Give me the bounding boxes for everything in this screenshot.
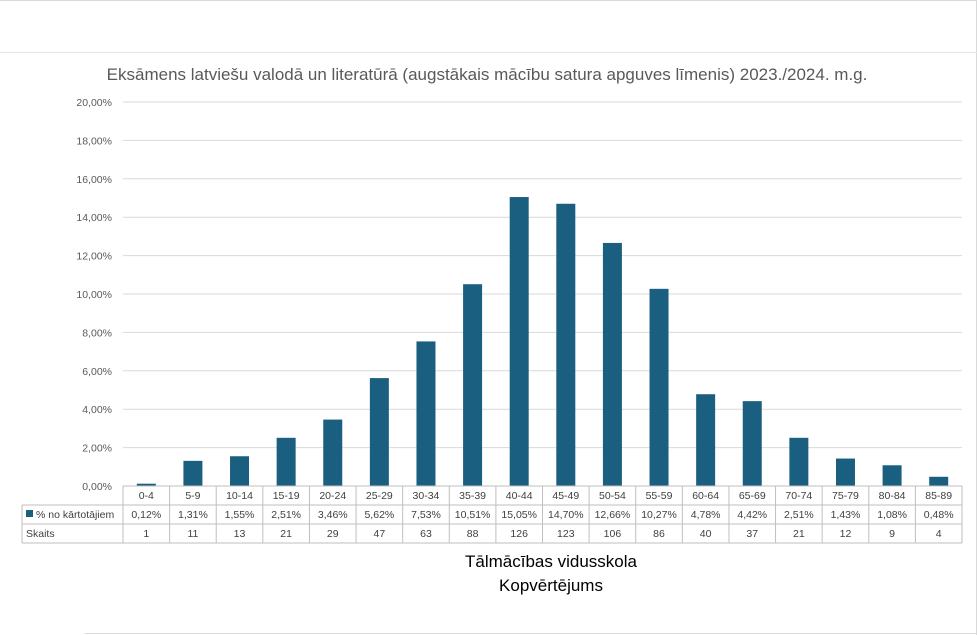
y-axis: 0,00% 2,00% 4,00% 6,00% 8,00% 10,00% 12,00% 14,… <box>76 97 112 493</box>
data-label-percent: 1,08% <box>877 509 907 521</box>
data-label-count: 9 <box>889 528 895 540</box>
x-tick-label: 10-14 <box>226 490 253 502</box>
bar-75-79 <box>835 458 855 486</box>
data-label-count: 63 <box>420 528 432 540</box>
x-tick-label: 65-69 <box>739 490 766 502</box>
x-tick-label: 40-44 <box>506 490 533 502</box>
chart-area-border <box>0 52 977 53</box>
data-label-percent: 10,27% <box>641 509 677 521</box>
gridlines <box>123 101 962 487</box>
bar-0-4 <box>136 483 156 486</box>
data-label-count: 21 <box>280 528 292 540</box>
frame-bottom-border <box>85 633 977 634</box>
x-tick-label: 50-54 <box>599 490 626 502</box>
data-label-percent: 2,51% <box>271 509 301 521</box>
data-label-percent: 0,12% <box>131 509 161 521</box>
data-label-percent: 14,70% <box>548 509 584 521</box>
bar-85-89 <box>929 476 949 486</box>
data-label-percent: 4,42% <box>737 509 767 521</box>
bar-40-44 <box>509 197 529 487</box>
bar-30-34 <box>416 341 436 486</box>
data-label-percent: 4,78% <box>691 509 721 521</box>
y-tick-label: 20,00% <box>76 97 112 109</box>
data-label-count: 1 <box>143 528 149 540</box>
bar-65-69 <box>742 401 762 486</box>
x-tick-label: 85-89 <box>925 490 952 502</box>
data-label-percent: 1,43% <box>831 509 861 521</box>
y-tick-label: 10,00% <box>76 289 112 301</box>
bar-80-84 <box>882 465 902 486</box>
bar-70-74 <box>789 437 809 486</box>
data-label-count: 126 <box>510 528 528 540</box>
data-table: 0-4 5-9 10-14 15-19 20-24 25-29 30-34 35-39 40-4… <box>21 485 963 544</box>
y-tick-label: 18,00% <box>76 135 112 147</box>
data-label-percent: 1,55% <box>225 509 255 521</box>
data-label-count: 88 <box>467 528 479 540</box>
bar-50-54 <box>602 242 622 486</box>
x-tick-label: 25-29 <box>366 490 393 502</box>
y-tick-label: 12,00% <box>76 251 112 263</box>
bar-20-24 <box>323 419 343 486</box>
bar-10-14 <box>230 456 250 486</box>
data-label-percent: 7,53% <box>411 509 441 521</box>
x-axis-label-line-1: Tālmācības vidusskola <box>465 552 638 571</box>
data-label-percent: 0,48% <box>924 509 954 521</box>
bar-25-29 <box>369 378 389 486</box>
x-tick-label: 55-59 <box>646 490 673 502</box>
data-label-count: 21 <box>793 528 805 540</box>
bar-60-64 <box>696 394 716 486</box>
x-tick-label: 80-84 <box>879 490 906 502</box>
table-row-label: Skaits <box>26 528 55 540</box>
data-label-percent: 1,31% <box>178 509 208 521</box>
x-tick-label: 0-4 <box>139 490 154 502</box>
y-tick-label: 6,00% <box>82 366 112 378</box>
x-tick-label: 45-49 <box>552 490 579 502</box>
data-label-count: 4 <box>936 528 942 540</box>
bar-15-19 <box>276 437 296 486</box>
y-tick-label: 14,00% <box>76 212 112 224</box>
frame-top-border <box>0 0 977 1</box>
legend-entry: % no kārtotājiem <box>36 509 114 521</box>
data-label-percent: 15,05% <box>501 509 537 521</box>
x-tick-label: 5-9 <box>185 490 200 502</box>
data-label-count: 40 <box>700 528 712 540</box>
data-label-count: 86 <box>653 528 665 540</box>
x-tick-label: 70-74 <box>785 490 812 502</box>
y-tick-label: 16,00% <box>76 174 112 186</box>
data-label-percent: 10,51% <box>455 509 491 521</box>
data-label-count: 29 <box>327 528 339 540</box>
data-label-count: 47 <box>374 528 386 540</box>
y-tick-label: 2,00% <box>82 443 112 455</box>
data-label-count: 11 <box>187 528 198 540</box>
bar-45-49 <box>556 203 576 486</box>
data-label-count: 106 <box>604 528 622 540</box>
x-axis-label-line-2: Kopvērtējums <box>499 576 603 595</box>
data-label-percent: 5,62% <box>364 509 394 521</box>
data-label-percent: 3,46% <box>318 509 348 521</box>
bar-5-9 <box>183 460 203 486</box>
y-tick-label: 0,00% <box>82 481 112 493</box>
x-tick-label: 15-19 <box>273 490 300 502</box>
data-label-count: 12 <box>840 528 852 540</box>
data-label-count: 37 <box>746 528 758 540</box>
x-tick-label: 35-39 <box>459 490 486 502</box>
data-label-count: 13 <box>234 528 246 540</box>
bars <box>136 197 949 487</box>
bar-35-39 <box>463 284 483 486</box>
chart-title: Eksāmens latviešu valodā un literatūrā (… <box>107 65 868 84</box>
x-tick-label: 60-64 <box>692 490 719 502</box>
x-tick-label: 20-24 <box>319 490 346 502</box>
y-tick-label: 4,00% <box>82 404 112 416</box>
x-tick-label: 30-34 <box>413 490 440 502</box>
legend-key <box>26 510 33 517</box>
data-label-percent: 12,66% <box>595 509 631 521</box>
data-label-percent: 2,51% <box>784 509 814 521</box>
y-tick-label: 8,00% <box>82 327 112 339</box>
x-tick-label: 75-79 <box>832 490 859 502</box>
data-label-count: 123 <box>557 528 575 540</box>
bar-55-59 <box>649 288 669 486</box>
